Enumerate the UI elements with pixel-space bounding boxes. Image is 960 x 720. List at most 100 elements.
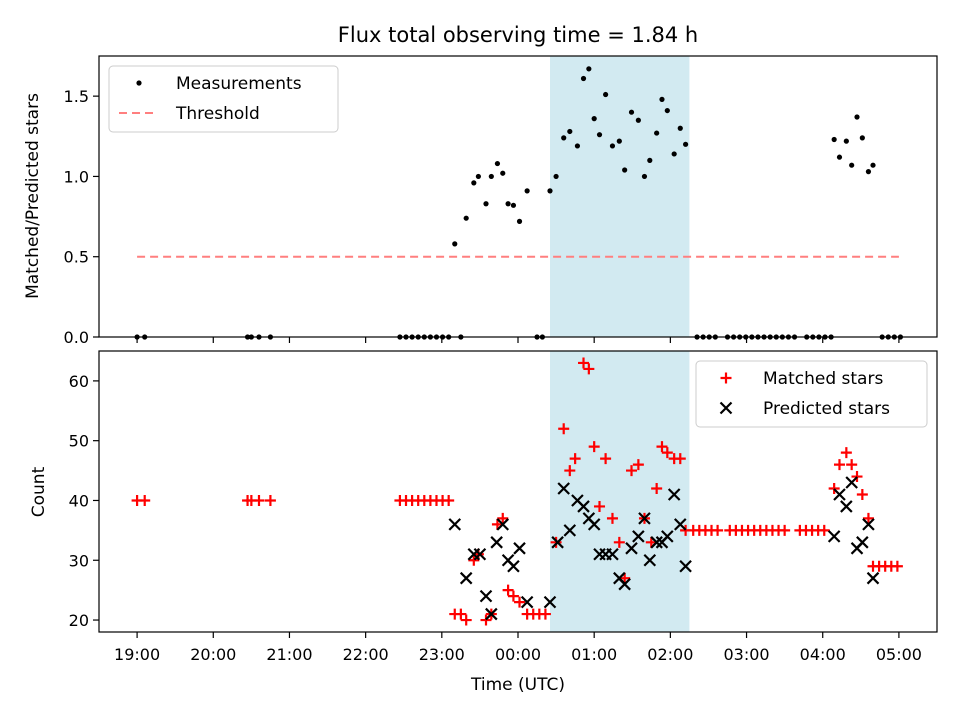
count-legend-matched-swatch <box>720 372 732 384</box>
count-matched-point <box>851 471 863 483</box>
count-predicted-point <box>840 500 853 513</box>
count-matched-point <box>594 500 606 512</box>
count-x-tick-label: 03:00 <box>723 645 769 664</box>
count-matched-point <box>674 453 686 465</box>
count-predicted-point <box>643 553 657 567</box>
count-x-tick-label: 05:00 <box>876 645 922 664</box>
count-matched-point <box>606 512 618 524</box>
ratio-measurement-point <box>849 162 855 168</box>
count-matched-point <box>779 524 791 536</box>
count-matched-point <box>613 536 625 548</box>
count-matched-point <box>480 614 492 626</box>
count-predicted-point <box>587 518 601 531</box>
ratio-measurement-point <box>664 107 670 114</box>
count-predicted-point <box>490 536 503 549</box>
count-x-tick-label: 01:00 <box>571 645 617 664</box>
ratio-y-tick-label: 1.5 <box>64 87 89 106</box>
count-predicted-point <box>845 476 858 489</box>
ratio-measurement-point <box>859 135 865 141</box>
count-matched-point <box>502 584 514 596</box>
count-x-tick-label: 02:00 <box>647 645 693 664</box>
count-y-tick-label: 20 <box>69 611 89 630</box>
count-matched-point <box>264 494 276 506</box>
count-predicted-point <box>833 488 846 501</box>
count-matched-point <box>891 560 903 572</box>
ratio-measurement-point <box>683 141 689 147</box>
ratio-measurement-point <box>603 91 609 98</box>
count-predicted-point <box>557 482 570 495</box>
ratio-measurement-point <box>574 143 581 149</box>
ratio-measurement-point <box>865 169 872 175</box>
ratio-measurement-point <box>475 173 481 180</box>
ratio-measurement-point <box>628 109 635 115</box>
ratio-measurement-point <box>561 135 567 141</box>
count-predicted-point <box>667 488 681 501</box>
ratio-y-tick-label: 1.0 <box>64 167 89 186</box>
count-predicted-point <box>632 530 645 543</box>
ratio-measurement-point <box>510 202 517 208</box>
ratio-measurement-point <box>586 66 592 72</box>
count-x-tick-label: 22:00 <box>343 645 389 664</box>
ratio-measurement-point <box>547 188 553 194</box>
ratio-measurement-point <box>870 162 876 168</box>
count-matched-point <box>712 524 724 536</box>
ratio-measurement-point <box>635 117 641 123</box>
count-x-tick-label: 04:00 <box>800 645 846 664</box>
count-x-tick-label: 20:00 <box>190 645 236 664</box>
ratio-measurement-point <box>671 151 677 157</box>
count-matched-point <box>645 536 657 548</box>
ratio-measurement-point <box>500 170 506 176</box>
count-matched-point <box>632 459 644 471</box>
ratio-measurement-point <box>494 160 501 167</box>
count-matched-point <box>443 494 455 506</box>
count-legend-label: Predicted stars <box>763 399 890 419</box>
count-predicted-point <box>856 536 869 549</box>
ratio-measurement-point <box>596 132 603 138</box>
ratio-measurement-point <box>567 128 573 135</box>
ratio-measurement-point <box>505 201 511 207</box>
ratio-measurement-point <box>591 116 597 122</box>
count-matched-point <box>818 524 830 536</box>
ratio-y-axis-label: Matched/Predicted stars <box>23 93 43 299</box>
ratio-measurement-point <box>677 125 683 131</box>
count-matched-point <box>600 453 612 465</box>
count-matched-point <box>828 483 840 495</box>
count-matched-point <box>619 572 631 584</box>
ratio-measurement-point <box>452 241 458 247</box>
count-predicted-point <box>661 530 674 543</box>
count-y-axis-label: Count <box>29 466 49 517</box>
ratio-measurement-point <box>659 96 665 102</box>
count-predicted-point <box>551 536 564 549</box>
count-matched-point <box>578 357 590 369</box>
count-matched-point <box>507 590 519 602</box>
count-matched-point <box>253 494 265 506</box>
count-predicted-point <box>543 595 557 609</box>
count-matched-point <box>583 363 595 375</box>
ratio-panel: 0.0 0.5 1.0 1.5 Measurements Threshold <box>64 55 938 347</box>
count-predicted-point <box>507 559 520 573</box>
ratio-measurement-point <box>609 143 616 149</box>
count-matched-point <box>468 554 480 566</box>
count-legend-box <box>695 360 928 428</box>
ratio-measurement-point <box>463 215 469 221</box>
count-predicted-point <box>479 589 493 603</box>
count-matched-point <box>564 465 576 477</box>
count-matched-point <box>460 614 472 626</box>
count-matched-point <box>840 447 852 459</box>
ratio-measurement-point <box>616 138 622 144</box>
count-predicted-point <box>866 571 880 585</box>
count-matched-point <box>139 494 151 506</box>
count-matched-point <box>539 608 551 620</box>
count-x-tick-label: 23:00 <box>419 645 465 664</box>
count-matched-point <box>833 459 845 471</box>
ratio-measurement-point <box>647 157 653 163</box>
ratio-y-tick-label: 0.5 <box>64 248 89 267</box>
count-observing-window <box>549 351 690 632</box>
count-predicted-point <box>638 512 651 525</box>
count-predicted-point <box>606 547 619 561</box>
count-matched-point <box>862 512 874 524</box>
ratio-observing-window <box>549 56 690 337</box>
count-predicted-point <box>650 536 663 549</box>
count-legend-label: Matched stars <box>763 369 883 389</box>
count-matched-point <box>569 453 581 465</box>
